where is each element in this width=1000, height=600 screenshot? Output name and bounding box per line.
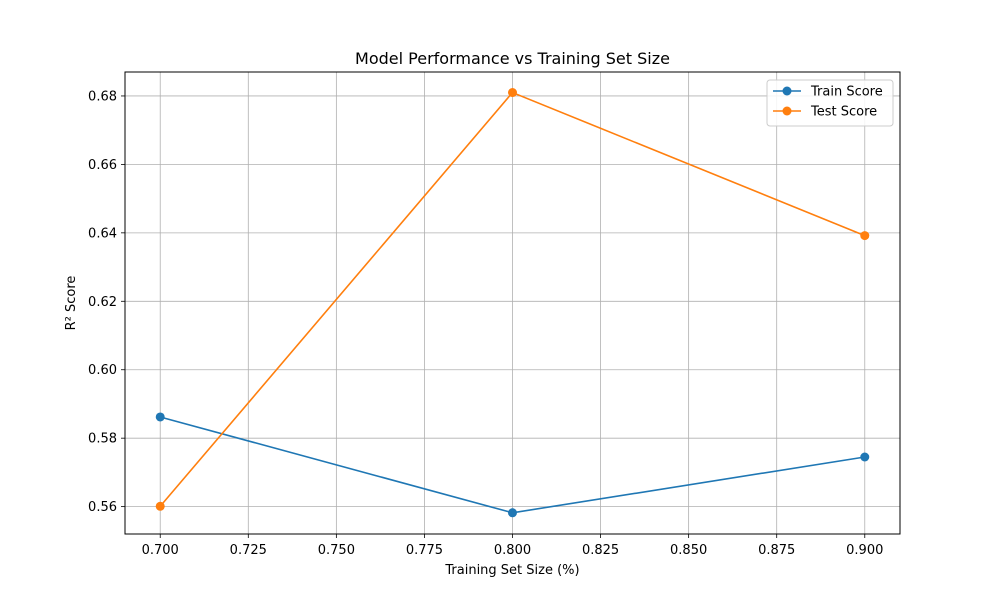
- y-tick-label: 0.68: [88, 89, 117, 104]
- x-axis-label: Training Set Size (%): [444, 563, 579, 578]
- test-score-point: [508, 88, 517, 98]
- x-tick-label: 0.750: [318, 543, 355, 558]
- legend: Train Score Test Score: [766, 79, 894, 127]
- y-tick-label: 0.62: [88, 295, 117, 310]
- legend-train-score-label: Train Score: [810, 85, 883, 100]
- y-tick-label: 0.66: [88, 158, 117, 173]
- test-score-point: [860, 231, 870, 241]
- x-tick-label: 0.825: [582, 543, 619, 558]
- x-tick-label: 0.900: [846, 543, 883, 558]
- legend-test-score-swatch-marker: [782, 106, 792, 116]
- y-tick-label: 0.56: [88, 500, 117, 515]
- y-axis-label: R² Score: [64, 276, 79, 331]
- ticks: 0.700 0.725 0.750 0.775 0.800 0.825 0.850 0.875…: [88, 89, 883, 558]
- x-tick-label: 0.875: [758, 543, 795, 558]
- chart-title: Model Performance vs Training Set Size: [355, 49, 670, 68]
- y-tick-label: 0.58: [88, 432, 117, 447]
- y-tick-label: 0.64: [88, 226, 117, 241]
- x-tick-label: 0.775: [406, 543, 443, 558]
- x-tick-label: 0.800: [494, 543, 531, 558]
- y-tick-label: 0.60: [88, 363, 117, 378]
- train-score-point: [508, 508, 517, 518]
- legend-train-score-swatch-marker: [782, 86, 792, 96]
- x-tick-label: 0.850: [670, 543, 707, 558]
- train-score-point: [155, 412, 165, 422]
- test-score-point: [155, 501, 165, 511]
- grid: [125, 72, 900, 534]
- legend-test-score-label: Test Score: [810, 105, 877, 120]
- series-layer: [155, 88, 870, 518]
- x-tick-label: 0.725: [230, 543, 267, 558]
- train-score-point: [860, 452, 870, 462]
- x-tick-label: 0.700: [142, 543, 179, 558]
